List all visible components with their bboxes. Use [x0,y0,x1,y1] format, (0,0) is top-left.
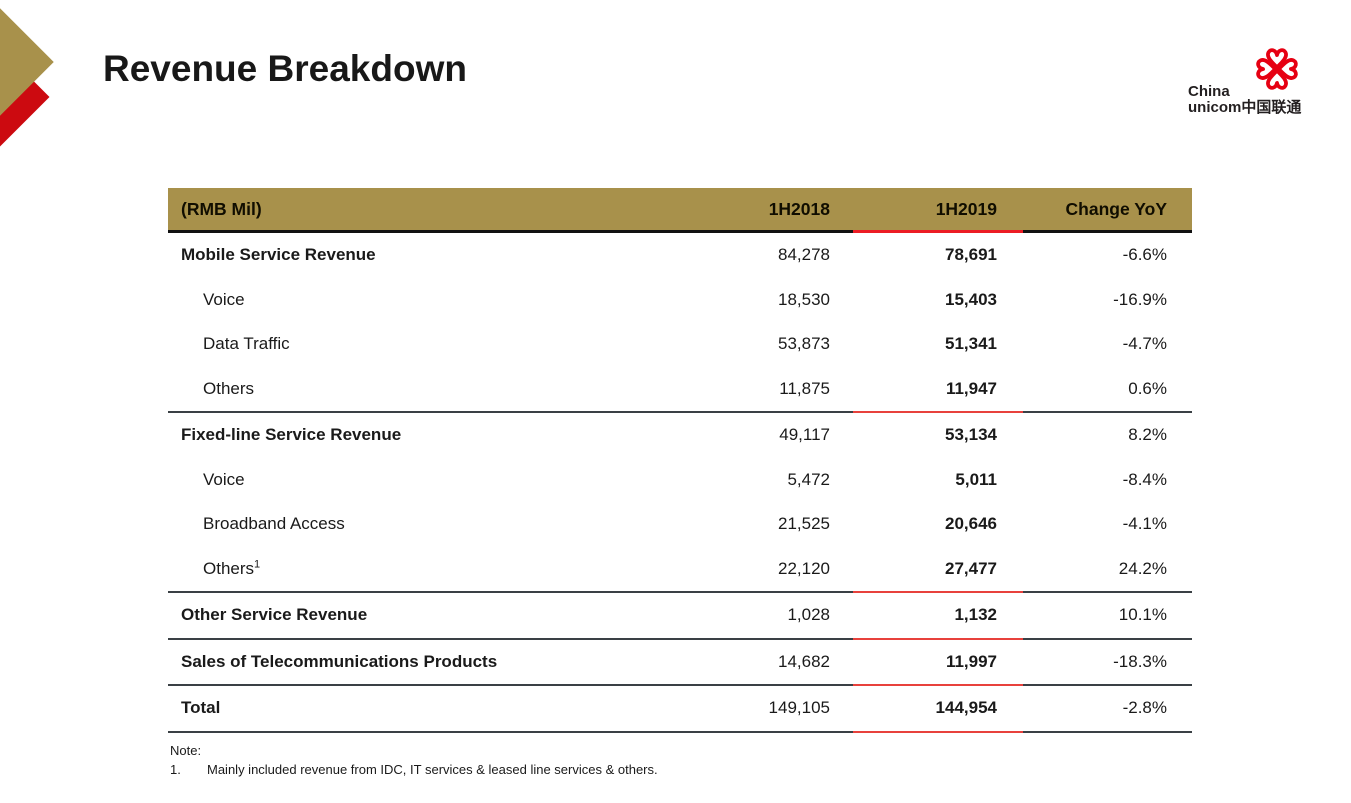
value-1h2018: 149,105 [768,698,830,718]
value-1h2018: 1,028 [787,605,830,625]
row-label: Voice [203,289,245,309]
value-change-yoy: -4.7% [1122,334,1167,354]
logo-text-chinese: 中国联通 [1241,99,1302,116]
value-1h2019: 78,691 [945,245,997,265]
footnote-item: 1. Mainly included revenue from IDC, IT s… [170,760,658,779]
separator-red-highlight [853,411,1023,413]
table-row: Fixed-line Service Revenue 49,117 53,134… [168,413,1192,458]
separator-red-highlight [853,637,1023,640]
row-label: Total [181,698,221,718]
value-1h2019: 1,132 [954,605,997,625]
separator-line [168,637,1192,640]
value-1h2018: 84,278 [778,245,830,265]
value-change-yoy: -8.4% [1122,469,1167,489]
table-row: Voice 18,530 15,403 -16.9% [168,278,1192,323]
value-1h2019: 53,134 [945,425,997,445]
row-label: Other Service Revenue [181,605,368,625]
value-1h2019: 5,011 [955,469,997,489]
row-label: Others1 [203,558,261,579]
row-label: Sales of Telecommunications Products [181,651,498,671]
value-change-yoy: 8.2% [1128,425,1167,445]
row-label: Fixed-line Service Revenue [181,425,402,445]
table-row: Data Traffic 53,873 51,341 -4.7% [168,322,1192,367]
value-1h2019: 15,403 [945,289,997,309]
row-label: Broadband Access [203,514,345,534]
value-1h2018: 22,120 [778,558,830,578]
table-row: Sales of Telecommunications Products 14,… [168,640,1192,685]
table-body: Mobile Service Revenue 84,278 78,691 -6.… [168,233,1192,733]
value-change-yoy: -16.9% [1113,289,1167,309]
separator-line [168,684,1192,686]
revenue-table: (RMB Mil) 1H2018 1H2019 Change YoY Mobil… [168,188,1192,733]
value-change-yoy: 0.6% [1128,378,1167,398]
footnote-label: Note: [170,743,202,758]
table-row: Mobile Service Revenue 84,278 78,691 -6.… [168,233,1192,278]
value-1h2019: 51,341 [945,334,997,354]
value-1h2018: 18,530 [778,289,830,309]
china-unicom-logo: China unicom中国联通 [1188,40,1308,120]
value-change-yoy: 10.1% [1118,605,1167,625]
value-1h2018: 11,875 [779,378,830,398]
table-row: Others 11,875 11,947 0.6% [168,367,1192,412]
value-change-yoy: -6.6% [1122,245,1167,265]
separator-red-highlight [853,684,1023,686]
separator-line [168,591,1192,593]
table-row: Total 149,105 144,954 -2.8% [168,686,1192,731]
separator-red-highlight [853,591,1023,593]
logo-text-unicom-cn: unicom中国联通 [1188,100,1301,116]
value-change-yoy: 24.2% [1118,558,1167,578]
value-change-yoy: -4.1% [1122,514,1167,534]
footnote-number: 1. [170,762,181,777]
header-rmb-mil: (RMB Mil) [181,198,262,219]
footnote: Note: 1. Mainly included revenue from IDC… [170,741,658,779]
separator-line [168,411,1192,413]
separator-line [168,730,1192,733]
value-1h2018: 14,682 [778,651,830,671]
value-1h2018: 53,873 [778,334,830,354]
unicom-knot-icon [1256,48,1298,90]
logo-text-unicom: unicom [1188,99,1242,116]
value-change-yoy: -2.8% [1122,698,1167,718]
table-row: Others1 22,120 27,477 24.2% [168,547,1192,592]
value-1h2019: 11,947 [945,378,997,398]
row-label: Voice [203,469,245,489]
table-header-row: (RMB Mil) 1H2018 1H2019 Change YoY [168,188,1192,230]
value-1h2018: 49,117 [779,425,830,445]
separator-red-highlight [853,730,1023,733]
value-1h2019: 20,646 [945,514,997,534]
table-row: Other Service Revenue 1,028 1,132 10.1% [168,593,1192,638]
logo-text-china: China [1188,83,1230,100]
row-label: Data Traffic [203,334,290,354]
value-1h2018: 21,525 [778,514,830,534]
table-row: Broadband Access 21,525 20,646 -4.1% [168,502,1192,547]
value-1h2018: 5,472 [787,469,830,489]
row-label: Others [203,378,255,398]
value-1h2019: 144,954 [935,698,997,718]
value-1h2019: 27,477 [945,558,997,578]
page-title: Revenue Breakdown [103,48,467,89]
header-underline-red-highlight [853,230,1023,233]
value-1h2019: 11,997 [945,651,997,671]
header-1h2019: 1H2019 [935,198,997,219]
value-change-yoy: -18.3% [1113,651,1167,671]
header-underline [168,230,1192,233]
row-label: Mobile Service Revenue [181,245,376,265]
table-row: Voice 5,472 5,011 -8.4% [168,458,1192,503]
header-1h2018: 1H2018 [768,198,830,219]
header-change-yoy: Change YoY [1065,198,1167,219]
footnote-text: Mainly included revenue from IDC, IT ser… [207,762,658,777]
